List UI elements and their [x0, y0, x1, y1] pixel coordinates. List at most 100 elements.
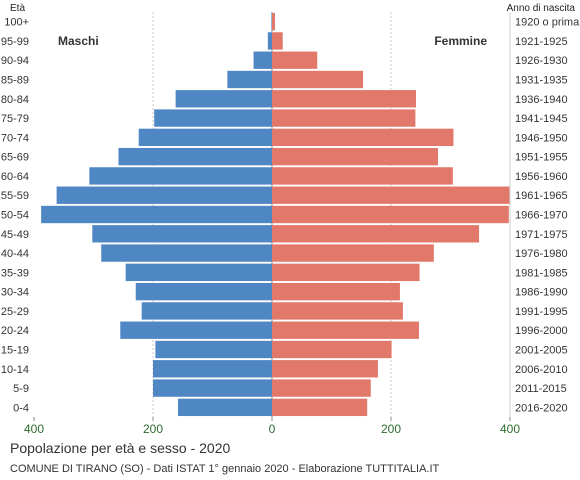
bar-maschi-50-54: [41, 205, 272, 224]
bar-femmine-95-99: [272, 32, 283, 50]
bar-maschi-55-59: [56, 186, 272, 204]
birth-year-label: 1936-1940: [515, 94, 568, 106]
bar-femmine-100+: [272, 12, 275, 31]
birth-year-label: 2016-2020: [515, 402, 568, 414]
age-label: 45-49: [1, 229, 29, 241]
age-label: 95-99: [1, 36, 29, 48]
bar-femmine-80-84: [272, 90, 416, 108]
birth-year-label: 1961-1965: [515, 190, 568, 202]
bar-maschi-30-34: [135, 282, 272, 301]
bar-femmine-15-19: [272, 340, 392, 359]
bar-maschi-45-49: [92, 225, 272, 243]
birth-year-label: 1966-1970: [515, 210, 568, 222]
bar-femmine-10-14: [272, 360, 378, 378]
bar-maschi-0-4: [177, 398, 272, 417]
age-label: 20-24: [1, 325, 29, 337]
bar-femmine-40-44: [272, 244, 434, 262]
series-label-femmine: Femmine: [434, 34, 487, 48]
birth-year-label: 1981-1985: [515, 267, 568, 279]
birth-year-label: 2001-2005: [515, 345, 568, 357]
bar-maschi-75-79: [154, 109, 272, 127]
birth-year-label: 1976-1980: [515, 248, 568, 260]
left-axis-label: Età: [10, 3, 25, 14]
bar-femmine-0-4: [272, 398, 368, 417]
x-axis: 400 200 0 200 400: [24, 417, 520, 436]
bar-maschi-15-19: [155, 340, 272, 359]
bar-maschi-10-14: [153, 360, 272, 378]
pyramid-chart: 100+ 1920 o prima 95-99 1921-1925 90-94 1926-…: [1, 3, 580, 436]
age-label: 10-14: [1, 364, 29, 376]
birth-year-label: 1971-1975: [515, 229, 568, 241]
bar-femmine-50-54: [272, 205, 509, 224]
bar-maschi-20-24: [120, 321, 273, 339]
birth-year-label: 1931-1935: [515, 75, 568, 87]
age-label: 5-9: [13, 383, 29, 395]
birth-year-label: 1921-1925: [515, 36, 568, 48]
age-label: 75-79: [1, 113, 29, 125]
age-label: 25-29: [1, 306, 29, 318]
age-label: 55-59: [1, 190, 29, 202]
bar-femmine-85-89: [272, 70, 364, 89]
bar-femmine-45-49: [272, 225, 480, 243]
bar-maschi-90-94: [253, 51, 272, 69]
chart-subtitle: COMUNE DI TIRANO (SO) - Dati ISTAT 1° ge…: [10, 463, 440, 475]
bar-maschi-80-84: [175, 90, 272, 108]
age-label: 70-74: [1, 132, 29, 144]
birth-year-label: 1920 o prima: [515, 17, 580, 29]
birth-year-label: 2006-2010: [515, 364, 568, 376]
bar-maschi-100+: [271, 12, 272, 31]
bar-maschi-35-39: [125, 263, 272, 282]
x-tick-label: 400: [24, 422, 44, 436]
age-label: 80-84: [1, 94, 29, 106]
x-tick-label: 400: [500, 422, 520, 436]
series-label-maschi: Maschi: [58, 34, 99, 48]
category-labels: 100+ 1920 o prima 95-99 1921-1925 90-94 1926-…: [1, 17, 580, 415]
bar-femmine-5-9: [272, 379, 371, 397]
bar-femmine-25-29: [272, 302, 403, 320]
chart-title: Popolazione per età e sesso - 2020: [10, 440, 231, 456]
bar-femmine-60-64: [272, 167, 453, 185]
bar-femmine-90-94: [272, 51, 318, 69]
bar-femmine-20-24: [272, 321, 419, 339]
birth-year-label: 1996-2000: [515, 325, 568, 337]
bar-femmine-30-34: [272, 282, 400, 301]
birth-year-label: 1951-1955: [515, 152, 568, 164]
age-label: 35-39: [1, 267, 29, 279]
bar-maschi-65-69: [118, 147, 273, 166]
bars: [41, 12, 510, 417]
birth-year-label: 1926-1930: [515, 55, 568, 67]
bar-femmine-35-39: [272, 263, 420, 282]
bar-femmine-65-69: [272, 147, 439, 166]
age-label: 0-4: [13, 402, 29, 414]
bar-femmine-55-59: [272, 186, 510, 204]
birth-year-label: 1946-1950: [515, 132, 568, 144]
bar-maschi-85-89: [227, 70, 272, 89]
bar-maschi-95-99: [267, 32, 272, 50]
x-tick-label: 200: [381, 422, 401, 436]
birth-year-label: 1991-1995: [515, 306, 568, 318]
bar-femmine-75-79: [272, 109, 416, 127]
birth-year-label: 2011-2015: [515, 383, 567, 395]
age-label: 30-34: [1, 287, 29, 299]
age-label: 50-54: [1, 210, 29, 222]
bar-maschi-25-29: [141, 302, 272, 320]
age-label: 100+: [4, 17, 29, 29]
age-label: 40-44: [1, 248, 29, 260]
bar-maschi-60-64: [89, 167, 273, 185]
age-label: 65-69: [1, 152, 29, 164]
birth-year-label: 1941-1945: [515, 113, 568, 125]
bar-maschi-40-44: [101, 244, 272, 262]
age-label: 90-94: [1, 55, 29, 67]
bar-maschi-5-9: [153, 379, 272, 397]
birth-year-label: 1986-1990: [515, 287, 568, 299]
x-tick-label: 200: [143, 422, 163, 436]
age-label: 15-19: [1, 345, 29, 357]
age-label: 85-89: [1, 75, 29, 87]
bar-femmine-70-74: [272, 128, 454, 147]
right-axis-label: Anno di nascita: [507, 3, 576, 14]
age-label: 60-64: [1, 171, 29, 183]
bar-maschi-70-74: [138, 128, 272, 147]
birth-year-label: 1956-1960: [515, 171, 568, 183]
x-tick-label: 0: [269, 422, 276, 436]
